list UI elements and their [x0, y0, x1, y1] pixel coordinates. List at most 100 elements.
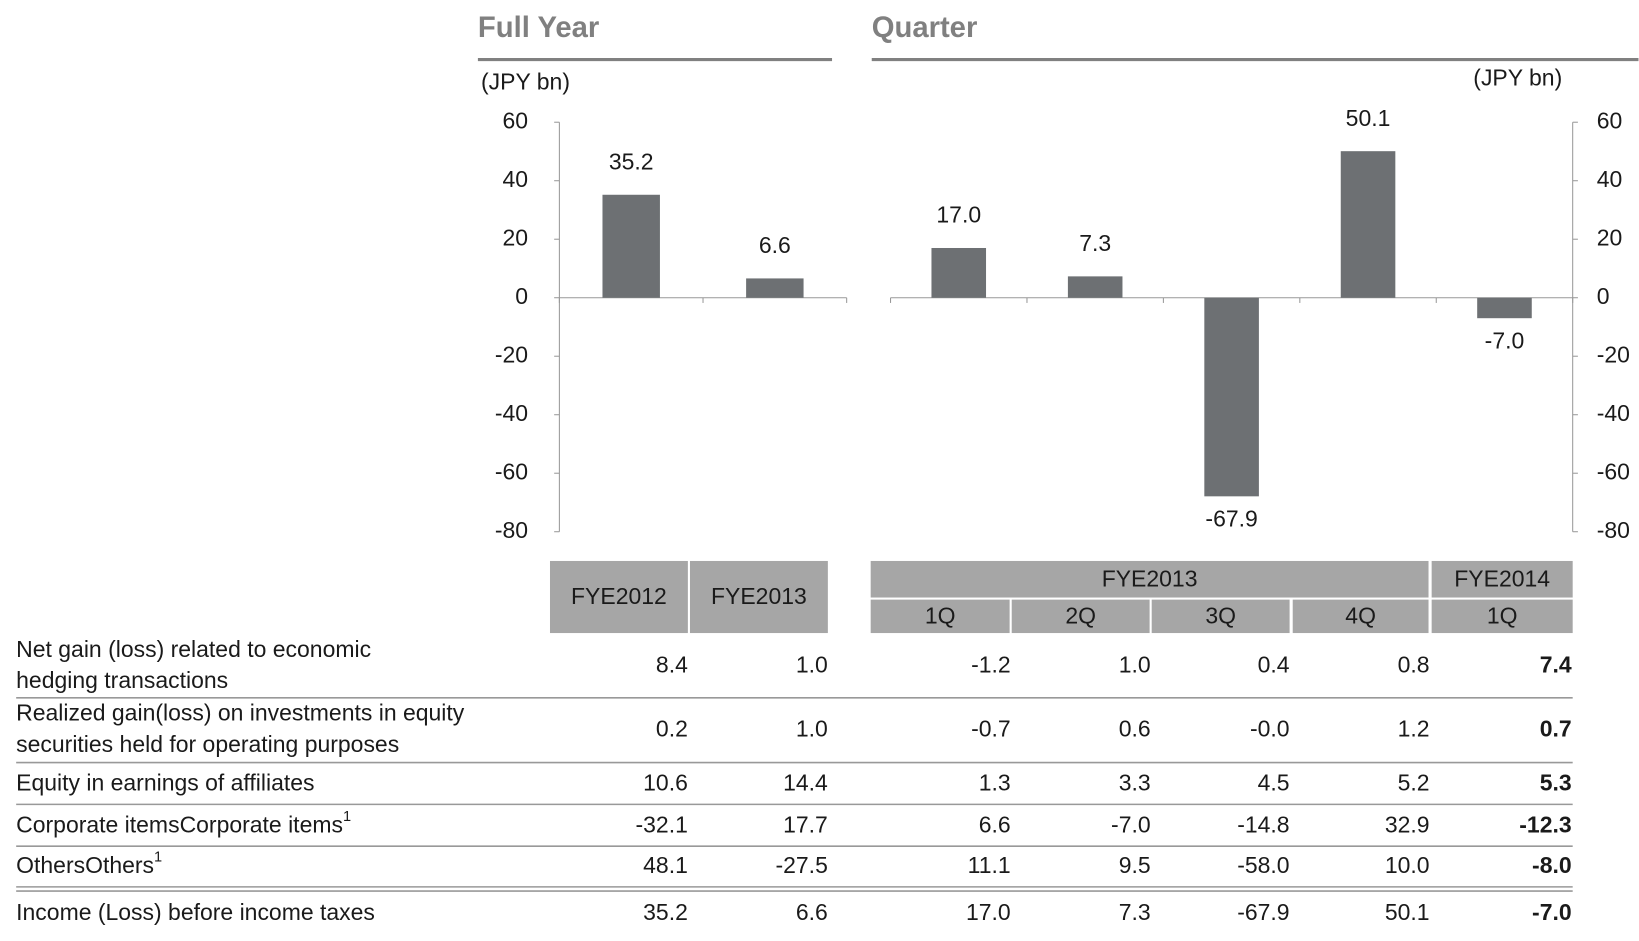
cell-value: -14.8: [1237, 811, 1289, 837]
y-tick-label: -80: [1597, 517, 1630, 543]
cell-value: 9.5: [1119, 852, 1151, 878]
cell-value: 1.0: [1119, 652, 1151, 678]
row-label: securities held for operating purposes: [16, 731, 399, 757]
quarter-header: 4Q: [1345, 602, 1376, 628]
chart-title: Full Year: [478, 12, 599, 44]
cell-value: -0.0: [1250, 715, 1290, 741]
row-label: Corporate itemsCorporate items1: [16, 809, 351, 838]
cell-value: -8.0: [1532, 852, 1572, 878]
quarter-header-cell: [870, 599, 1010, 634]
cell-value: 1.0: [796, 652, 828, 678]
cell-value: 7.4: [1540, 652, 1572, 678]
quarter-header: 3Q: [1205, 602, 1236, 628]
y-tick-label: 20: [1597, 224, 1623, 250]
quarter-header-cell: [1292, 599, 1429, 634]
bar: [1204, 297, 1259, 497]
cell-value: -7.0: [1111, 811, 1151, 837]
group-header-cell: [1431, 560, 1573, 598]
y-tick-label: -20: [495, 341, 528, 367]
cell-value: -58.0: [1237, 852, 1289, 878]
y-tick-label: -40: [1597, 400, 1630, 426]
data-label: 50.1: [1346, 105, 1391, 131]
cell-value: -27.5: [775, 852, 827, 878]
cell-value: 8.4: [656, 652, 688, 678]
year-header: FYE2012: [571, 583, 667, 609]
y-tick-label: 20: [502, 224, 528, 250]
bar: [1477, 297, 1532, 319]
unit-label: (JPY bn): [481, 69, 570, 95]
cell-value: 0.4: [1258, 652, 1290, 678]
row-label: Equity in earnings of affiliates: [16, 770, 314, 796]
y-tick-label: -60: [495, 458, 528, 484]
bar: [602, 194, 660, 298]
y-tick-label: -60: [1597, 458, 1630, 484]
cell-value: -1.2: [971, 652, 1011, 678]
row-label: hedging transactions: [16, 667, 228, 693]
cell-value: 48.1: [643, 852, 688, 878]
group-header: FYE2013: [1102, 565, 1198, 591]
quarter-header: 1Q: [925, 602, 956, 628]
cell-value: 1.2: [1398, 715, 1430, 741]
cell-value: -32.1: [636, 811, 688, 837]
bar: [1067, 276, 1123, 298]
row-label: Net gain (loss) related to economic: [16, 636, 371, 662]
data-label: 7.3: [1079, 230, 1111, 256]
group-header: FYE2014: [1454, 565, 1550, 591]
y-tick-label: -80: [495, 517, 528, 543]
cell-value: 0.8: [1398, 652, 1430, 678]
cell-value: 32.9: [1385, 811, 1430, 837]
cell-value: 1.0: [796, 715, 828, 741]
y-tick-label: -20: [1597, 341, 1630, 367]
y-tick-label: -40: [495, 400, 528, 426]
bar: [1340, 151, 1396, 298]
cell-value: 5.2: [1398, 770, 1430, 796]
cell-value: 10.6: [643, 770, 688, 796]
cell-value: 17.7: [783, 811, 828, 837]
footnote-mark: 1: [154, 850, 162, 866]
y-tick-label: 0: [515, 283, 528, 309]
row-label: Income (Loss) before income taxes: [16, 899, 375, 925]
bar: [931, 247, 987, 298]
cell-value: 3.3: [1119, 770, 1151, 796]
data-label: 35.2: [609, 149, 654, 175]
row-label: OthersOthers1: [16, 850, 162, 879]
cell-value: 0.7: [1540, 715, 1572, 741]
cell-value: -7.0: [1532, 899, 1572, 925]
cell-value: 10.0: [1385, 852, 1430, 878]
cell-value: 35.2: [643, 899, 688, 925]
group-header-cell: [870, 560, 1429, 598]
quarter-header: 2Q: [1065, 602, 1096, 628]
data-label: 17.0: [936, 202, 981, 228]
cell-value: 1.3: [979, 770, 1011, 796]
data-label: -7.0: [1485, 327, 1525, 353]
y-tick-label: 40: [1597, 166, 1623, 192]
cell-value: -0.7: [971, 715, 1011, 741]
cell-value: 14.4: [783, 770, 828, 796]
year-header-cell: [689, 560, 828, 634]
year-header-cell: [549, 560, 688, 634]
cell-value: 0.6: [1119, 715, 1151, 741]
cell-value: 6.6: [796, 899, 828, 925]
cell-value: 0.2: [656, 715, 688, 741]
year-header: FYE2013: [711, 583, 807, 609]
cell-value: 6.6: [979, 811, 1011, 837]
cell-value: 11.1: [968, 852, 1011, 878]
y-tick-label: 60: [502, 107, 528, 133]
footnote-mark: 1: [343, 809, 351, 825]
cell-value: 7.3: [1119, 899, 1151, 925]
cell-value: -67.9: [1237, 899, 1289, 925]
bar: [746, 278, 804, 298]
cell-value: 4.5: [1258, 770, 1290, 796]
data-label: -67.9: [1205, 505, 1257, 531]
quarter-header-cell: [1011, 599, 1150, 634]
y-tick-label: 40: [502, 166, 528, 192]
y-tick-label: 0: [1597, 283, 1610, 309]
quarter-header: 1Q: [1487, 602, 1518, 628]
cell-value: 50.1: [1385, 899, 1430, 925]
cell-value: -12.3: [1519, 811, 1571, 837]
cell-value: 5.3: [1540, 770, 1572, 796]
quarter-header-cell: [1431, 599, 1573, 634]
row-label-text: Corporate items: [180, 811, 343, 837]
y-tick-label: 60: [1597, 107, 1623, 133]
